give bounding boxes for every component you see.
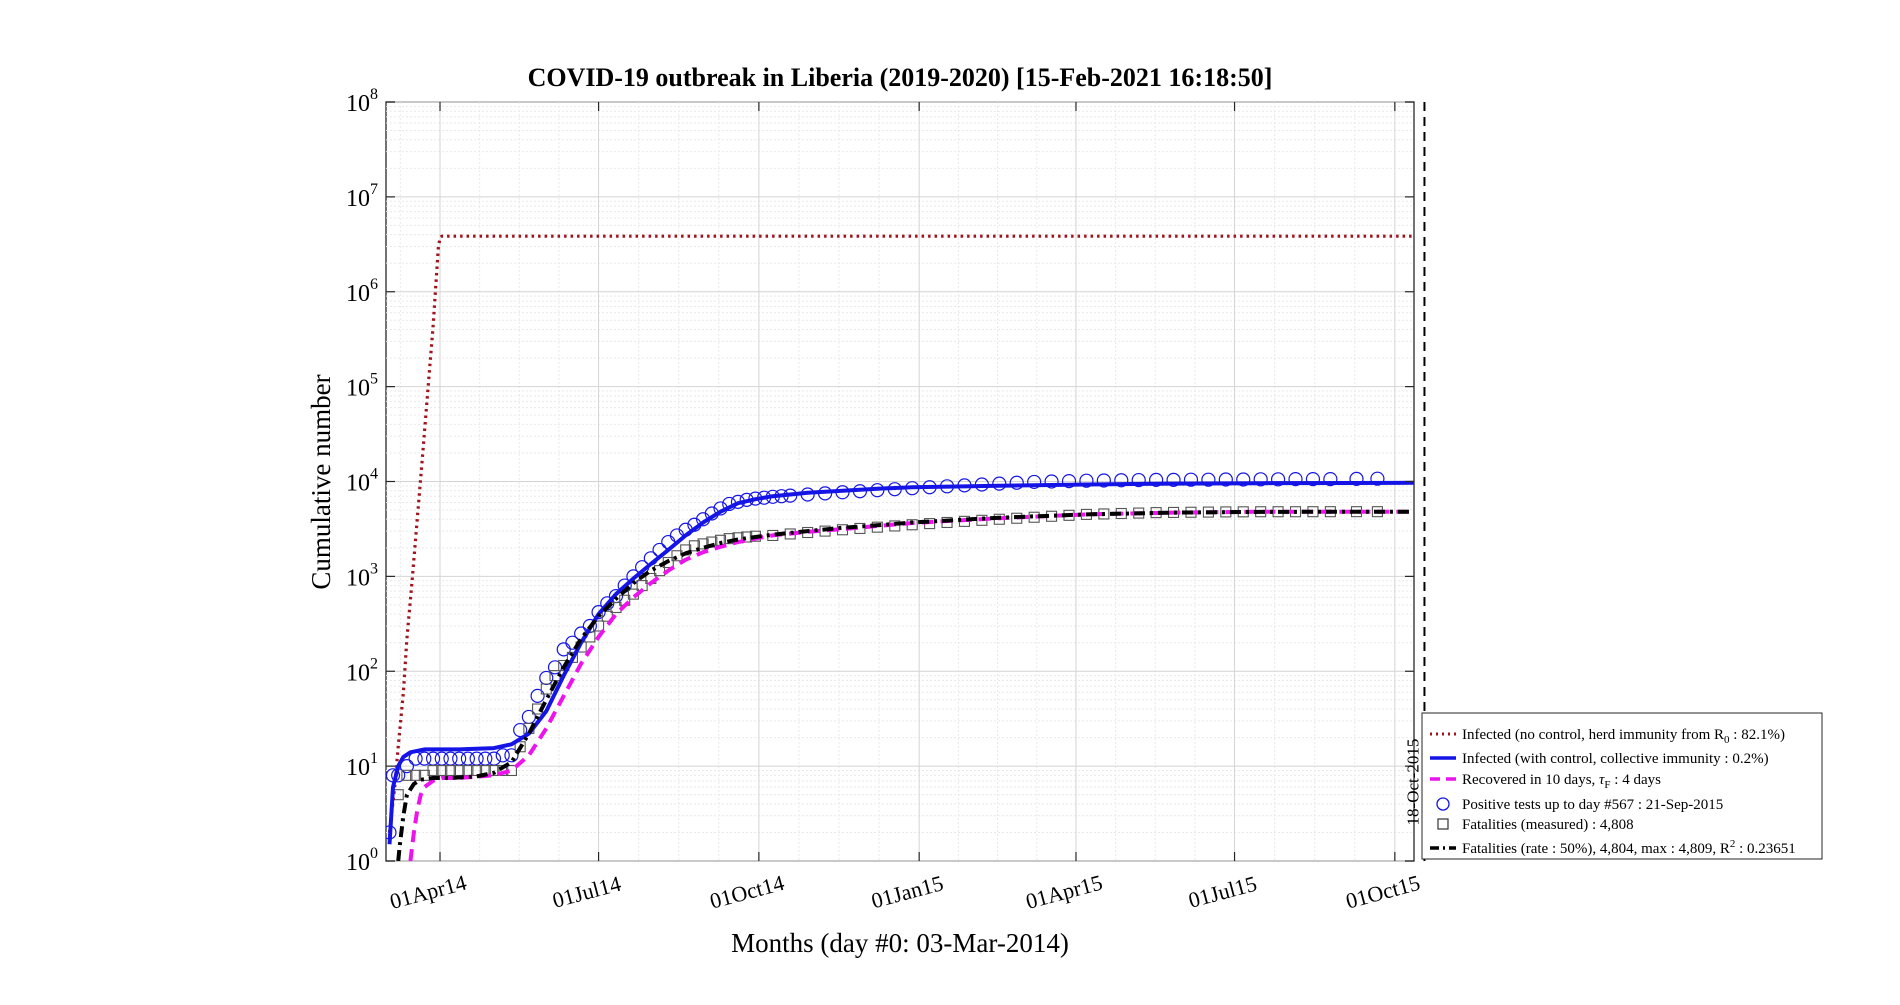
legend-entry-infected-with-control: Infected (with control, collective immun… bbox=[1462, 751, 1769, 767]
positive-test-point bbox=[1305, 471, 1321, 487]
legend-entry-fatalities-measured: Fatalities (measured) : 4,808 bbox=[1462, 817, 1634, 833]
legend-entry-infected-no-control: Infected (no control, herd immunity from… bbox=[1462, 727, 1785, 746]
fatality-point bbox=[688, 540, 700, 552]
fatality-point bbox=[488, 764, 500, 777]
fatality-point bbox=[410, 769, 422, 781]
positive-test-point bbox=[530, 688, 545, 703]
y-axis-label: Cumulative number bbox=[306, 374, 336, 589]
y-tick-label: 105 bbox=[346, 371, 378, 402]
positive-test-point bbox=[1201, 472, 1216, 487]
fatality-point bbox=[471, 764, 483, 777]
y-tick-label: 103 bbox=[346, 560, 378, 591]
positive-test-point bbox=[1370, 471, 1385, 486]
positive-test-point bbox=[1114, 473, 1129, 488]
positive-test-point bbox=[495, 748, 510, 763]
positive-test-point bbox=[504, 748, 519, 763]
x-axis-label: Months (day #0: 03-Mar-2014) bbox=[731, 928, 1069, 958]
x-tick-label: 01Jan15 bbox=[869, 870, 946, 913]
positive-test-point bbox=[1218, 472, 1233, 487]
fatality-point bbox=[427, 764, 439, 777]
positive-test-point bbox=[992, 476, 1007, 491]
legend-entry-fatalities-model: Fatalities (rate : 50%), 4,804, max : 4,… bbox=[1462, 838, 1796, 857]
positive-test-point bbox=[1236, 472, 1251, 487]
positive-test-point bbox=[1323, 471, 1338, 487]
legend: Infected (no control, herd immunity from… bbox=[1421, 712, 1823, 860]
y-tick-label: 101 bbox=[346, 750, 378, 781]
y-tick-label: 107 bbox=[346, 181, 378, 212]
legend-swatch-fatalities-measured bbox=[1437, 818, 1449, 830]
positive-test-point bbox=[1270, 472, 1286, 487]
x-tick-label: 01Jul15 bbox=[1186, 871, 1260, 913]
fatality-point bbox=[697, 538, 709, 550]
positive-test-point bbox=[582, 618, 597, 634]
series-3-line bbox=[396, 509, 1414, 861]
positive-test-point bbox=[1288, 471, 1303, 487]
positive-test-point bbox=[1166, 472, 1181, 487]
legend-entry-positive-tests: Positive tests up to day #567 : 21-Sep-2… bbox=[1462, 797, 1723, 813]
fatality-point bbox=[401, 769, 413, 781]
positive-test-point bbox=[417, 751, 432, 766]
x-tick-label: 01Apr14 bbox=[387, 870, 469, 914]
legend-swatch-positive-tests bbox=[1436, 797, 1450, 811]
x-tick-label: 01Oct15 bbox=[1343, 870, 1423, 914]
grid-layer bbox=[386, 101, 1414, 862]
legend-entry-recovered: Recovered in 10 days, τF : 4 days bbox=[1462, 772, 1661, 791]
positive-test-point bbox=[1044, 474, 1059, 489]
fatality-point bbox=[436, 764, 448, 777]
positive-test-point bbox=[1253, 472, 1268, 487]
reference-vline-label: 18-Oct-2015 bbox=[1403, 739, 1422, 826]
x-tick-label: 01Jul14 bbox=[550, 871, 624, 913]
y-tick-label: 102 bbox=[346, 655, 378, 686]
positive-test-point bbox=[1009, 475, 1024, 490]
y-tick-label: 100 bbox=[346, 845, 378, 876]
series-layer bbox=[386, 234, 1414, 861]
fatality-point bbox=[444, 764, 457, 777]
legend-box bbox=[1421, 712, 1823, 860]
positive-test-point bbox=[1131, 472, 1146, 488]
positive-test-point bbox=[1027, 474, 1042, 490]
series-1-line bbox=[387, 480, 1414, 845]
positive-test-point bbox=[591, 605, 606, 620]
positive-test-point bbox=[1149, 472, 1164, 487]
positive-test-point bbox=[1061, 473, 1077, 489]
y-tick-label: 108 bbox=[346, 86, 378, 117]
positive-test-point bbox=[1183, 472, 1199, 487]
chart-title: COVID-19 outbreak in Liberia (2019-2020)… bbox=[528, 63, 1273, 92]
positive-test-point bbox=[1096, 473, 1111, 488]
positive-test-point bbox=[513, 722, 528, 738]
x-tick-label: 01Apr15 bbox=[1023, 870, 1105, 914]
series-0-line bbox=[387, 234, 1414, 833]
x-tick-label: 01Oct14 bbox=[707, 870, 787, 914]
y-tick-label: 106 bbox=[346, 276, 378, 307]
series-2-line bbox=[408, 509, 1414, 861]
positive-test-point bbox=[1349, 471, 1364, 487]
positive-test-point bbox=[1079, 473, 1094, 488]
y-tick-label: 104 bbox=[346, 466, 378, 497]
